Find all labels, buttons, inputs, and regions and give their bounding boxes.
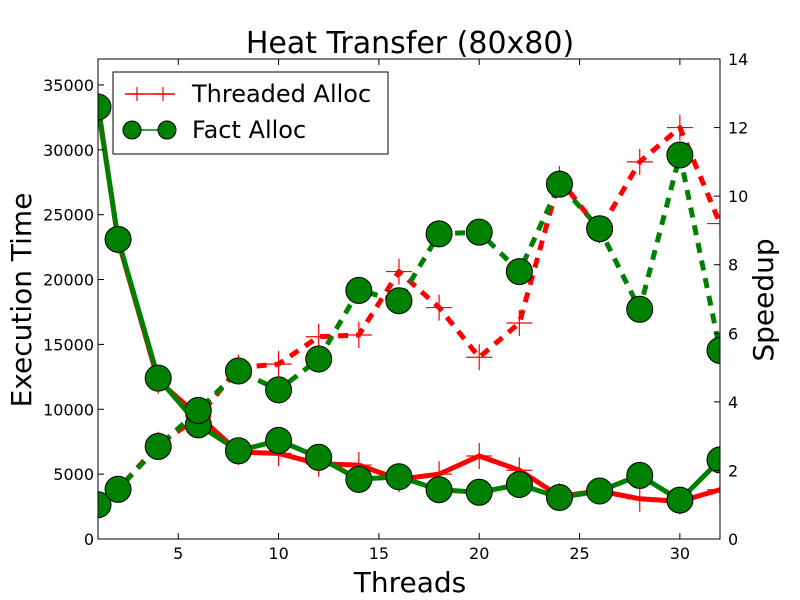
y-tick-label-right: 8 <box>728 256 738 275</box>
x-axis-title: Threads <box>353 566 467 599</box>
data-point-fact-alloc-execution-time <box>545 483 573 511</box>
x-tick-label: 30 <box>670 544 690 563</box>
data-point-threaded-alloc-speedup <box>426 294 453 321</box>
data-point-fact-alloc-speedup <box>505 258 533 286</box>
data-point-fact-alloc-speedup <box>345 276 373 304</box>
data-point-fact-alloc-speedup <box>425 220 453 248</box>
x-tick-label: 25 <box>569 544 589 563</box>
y-tick-label-right: 0 <box>728 530 738 549</box>
y-tick-label-left: 30000 <box>43 141 94 160</box>
data-point-fact-alloc-speedup <box>98 491 112 519</box>
data-point-fact-alloc-execution-time <box>345 465 373 493</box>
legend: Threaded Alloc Fact Alloc <box>112 71 389 155</box>
data-point-threaded-alloc-speedup <box>265 351 292 378</box>
data-point-fact-alloc-speedup <box>104 475 132 503</box>
data-point-fact-alloc-execution-time <box>706 446 720 474</box>
data-point-threaded-alloc-speedup <box>345 322 372 348</box>
data-point-threaded-alloc-speedup <box>666 114 693 141</box>
y-tick-label-left: 35000 <box>43 76 94 95</box>
data-point-threaded-alloc-speedup <box>466 344 493 371</box>
data-point-threaded-alloc-speedup <box>707 210 720 237</box>
data-point-fact-alloc-speedup <box>305 345 333 373</box>
y-axis-title-right: Speedup <box>747 238 780 361</box>
legend-label-threaded-alloc: Threaded Alloc <box>191 80 371 108</box>
x-tick-label: 20 <box>469 544 489 563</box>
chart-title: Heat Transfer (80x80) <box>246 26 574 61</box>
data-point-fact-alloc-execution-time <box>505 471 533 499</box>
x-tick-label: 15 <box>369 544 389 563</box>
y-tick-label-left: 10000 <box>43 400 94 419</box>
data-point-fact-alloc-speedup <box>385 287 413 315</box>
data-point-fact-alloc-execution-time <box>626 461 654 489</box>
legend-marker-fact-alloc <box>122 120 142 140</box>
y-axis-title-left: Execution Time <box>5 193 38 408</box>
y-tick-label-left: 20000 <box>43 271 94 290</box>
y-tick-label-right: 14 <box>728 50 748 69</box>
y-tick-label-left: 15000 <box>43 335 94 354</box>
ticks-layer: 5 10 15 20 25 3005000100001500020000250003000… <box>43 50 748 563</box>
data-point-threaded-alloc-execution-time <box>466 442 493 469</box>
data-point-fact-alloc-speedup <box>586 215 614 243</box>
y-tick-label-right: 12 <box>728 119 748 138</box>
data-point-fact-alloc-execution-time <box>385 463 413 491</box>
y-tick-label-right: 2 <box>728 461 738 480</box>
data-point-fact-alloc-speedup <box>144 432 172 460</box>
data-point-fact-alloc-speedup <box>626 295 654 323</box>
data-point-fact-alloc-execution-time <box>586 477 614 505</box>
data-point-threaded-alloc-execution-time <box>707 476 720 503</box>
data-point-threaded-alloc-speedup <box>385 258 412 285</box>
legend-label-fact-alloc: Fact Alloc <box>192 116 306 144</box>
x-tick-label: 5 <box>173 544 183 563</box>
legend-marker-fact-alloc <box>157 120 177 140</box>
data-point-fact-alloc-execution-time <box>305 443 333 471</box>
series-line-fact-alloc-speedup <box>98 152 720 507</box>
data-point-threaded-alloc-speedup <box>626 148 653 175</box>
plot-frame <box>97 58 721 540</box>
data-point-fact-alloc-speedup <box>465 218 493 246</box>
data-point-fact-alloc-execution-time <box>666 486 694 514</box>
y-tick-label-right: 4 <box>728 393 738 412</box>
y-tick-label-left: 25000 <box>43 206 94 225</box>
y-tick-label-left: 5000 <box>53 465 94 484</box>
data-point-threaded-alloc-execution-time <box>626 485 653 512</box>
data-point-threaded-alloc-speedup <box>305 323 332 350</box>
series-line-threaded-alloc-speedup <box>98 125 720 507</box>
data-point-fact-alloc-speedup <box>184 396 212 424</box>
data-point-fact-alloc-speedup <box>706 336 720 364</box>
data-point-fact-alloc-speedup <box>666 141 694 169</box>
data-point-fact-alloc-speedup <box>265 376 293 404</box>
y-tick-label-right: 10 <box>728 187 748 206</box>
data-point-fact-alloc-execution-time <box>224 437 252 465</box>
data-point-fact-alloc-speedup <box>545 170 573 198</box>
x-tick-label: 10 <box>268 544 288 563</box>
data-point-fact-alloc-execution-time <box>144 364 172 392</box>
data-point-fact-alloc-execution-time <box>465 478 493 506</box>
y-tick-label-right: 6 <box>728 324 738 343</box>
legend-marker-threaded-alloc <box>130 87 170 101</box>
data-point-fact-alloc-execution-time <box>425 476 453 504</box>
data-point-fact-alloc-speedup <box>224 357 252 385</box>
y-tick-label-left: 0 <box>84 530 94 549</box>
legend-box <box>112 71 389 155</box>
data-point-fact-alloc-execution-time <box>98 93 112 121</box>
series-layer <box>98 91 720 519</box>
data-point-threaded-alloc-speedup <box>506 310 533 336</box>
data-point-fact-alloc-execution-time <box>104 225 132 253</box>
data-point-fact-alloc-execution-time <box>265 426 293 454</box>
